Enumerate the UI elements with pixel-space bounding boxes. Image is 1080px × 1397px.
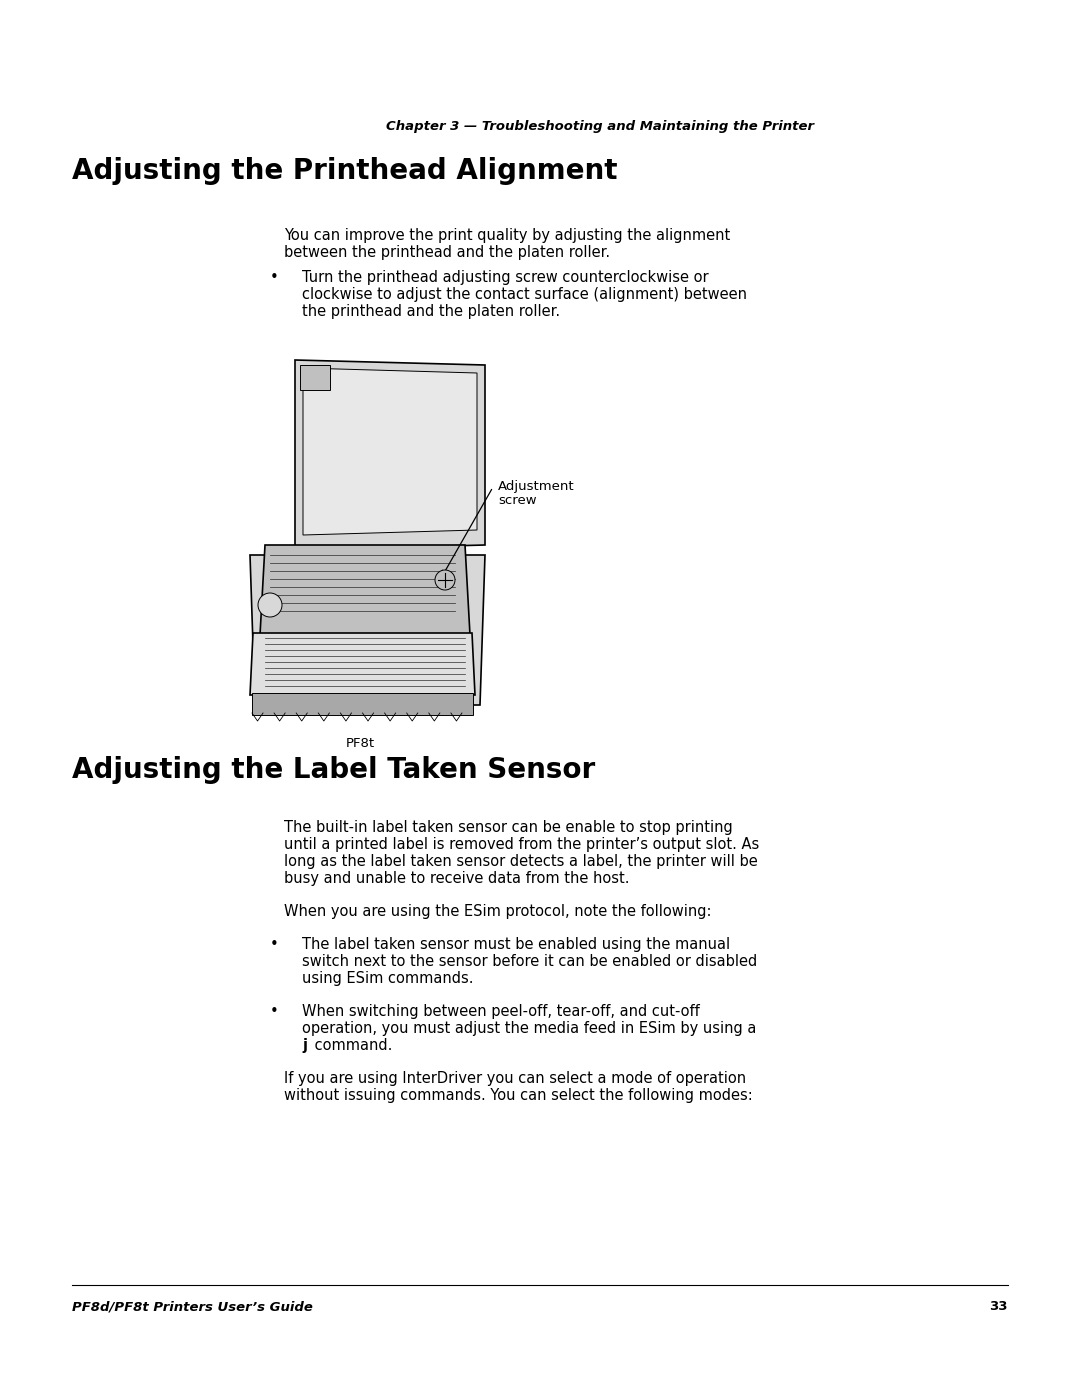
Text: If you are using InterDriver you can select a mode of operation: If you are using InterDriver you can sel…: [284, 1071, 746, 1085]
Text: until a printed label is removed from the printer’s output slot. As: until a printed label is removed from th…: [284, 837, 759, 852]
Text: using ESim commands.: using ESim commands.: [302, 971, 473, 986]
Text: long as the label taken sensor detects a label, the printer will be: long as the label taken sensor detects a…: [284, 854, 758, 869]
Polygon shape: [252, 693, 473, 715]
Text: Adjustment: Adjustment: [498, 481, 575, 493]
Text: clockwise to adjust the contact surface (alignment) between: clockwise to adjust the contact surface …: [302, 286, 747, 302]
Circle shape: [258, 592, 282, 617]
Text: •: •: [270, 1004, 279, 1018]
Text: The built-in label taken sensor can be enable to stop printing: The built-in label taken sensor can be e…: [284, 820, 732, 835]
Text: command.: command.: [310, 1038, 392, 1053]
Polygon shape: [300, 365, 330, 390]
Text: 33: 33: [989, 1301, 1008, 1313]
Text: without issuing commands. You can select the following modes:: without issuing commands. You can select…: [284, 1088, 753, 1104]
Text: between the printhead and the platen roller.: between the printhead and the platen rol…: [284, 244, 610, 260]
Polygon shape: [303, 367, 477, 535]
Text: PF8t: PF8t: [346, 738, 375, 750]
Text: the printhead and the platen roller.: the printhead and the platen roller.: [302, 305, 561, 319]
Text: The label taken sensor must be enabled using the manual: The label taken sensor must be enabled u…: [302, 937, 730, 951]
Text: When switching between peel-off, tear-off, and cut-off: When switching between peel-off, tear-of…: [302, 1004, 700, 1018]
Text: Adjusting the Printhead Alignment: Adjusting the Printhead Alignment: [72, 156, 618, 184]
Text: When you are using the ESim protocol, note the following:: When you are using the ESim protocol, no…: [284, 904, 712, 919]
Text: •: •: [270, 270, 279, 285]
Polygon shape: [295, 360, 485, 550]
Text: switch next to the sensor before it can be enabled or disabled: switch next to the sensor before it can …: [302, 954, 757, 970]
Text: •: •: [270, 937, 279, 951]
Polygon shape: [260, 545, 470, 636]
Text: You can improve the print quality by adjusting the alignment: You can improve the print quality by adj…: [284, 228, 730, 243]
Text: screw: screw: [498, 495, 537, 507]
Text: PF8d/PF8t Printers User’s Guide: PF8d/PF8t Printers User’s Guide: [72, 1301, 313, 1313]
Text: busy and unable to receive data from the host.: busy and unable to receive data from the…: [284, 870, 630, 886]
Text: j: j: [302, 1038, 307, 1053]
Polygon shape: [249, 633, 475, 694]
Text: Chapter 3 — Troubleshooting and Maintaining the Printer: Chapter 3 — Troubleshooting and Maintain…: [386, 120, 814, 133]
Circle shape: [435, 570, 455, 590]
Text: Adjusting the Label Taken Sensor: Adjusting the Label Taken Sensor: [72, 756, 595, 784]
Polygon shape: [249, 555, 485, 705]
Text: Turn the printhead adjusting screw counterclockwise or: Turn the printhead adjusting screw count…: [302, 270, 708, 285]
Text: operation, you must adjust the media feed in ESim by using a: operation, you must adjust the media fee…: [302, 1021, 756, 1037]
